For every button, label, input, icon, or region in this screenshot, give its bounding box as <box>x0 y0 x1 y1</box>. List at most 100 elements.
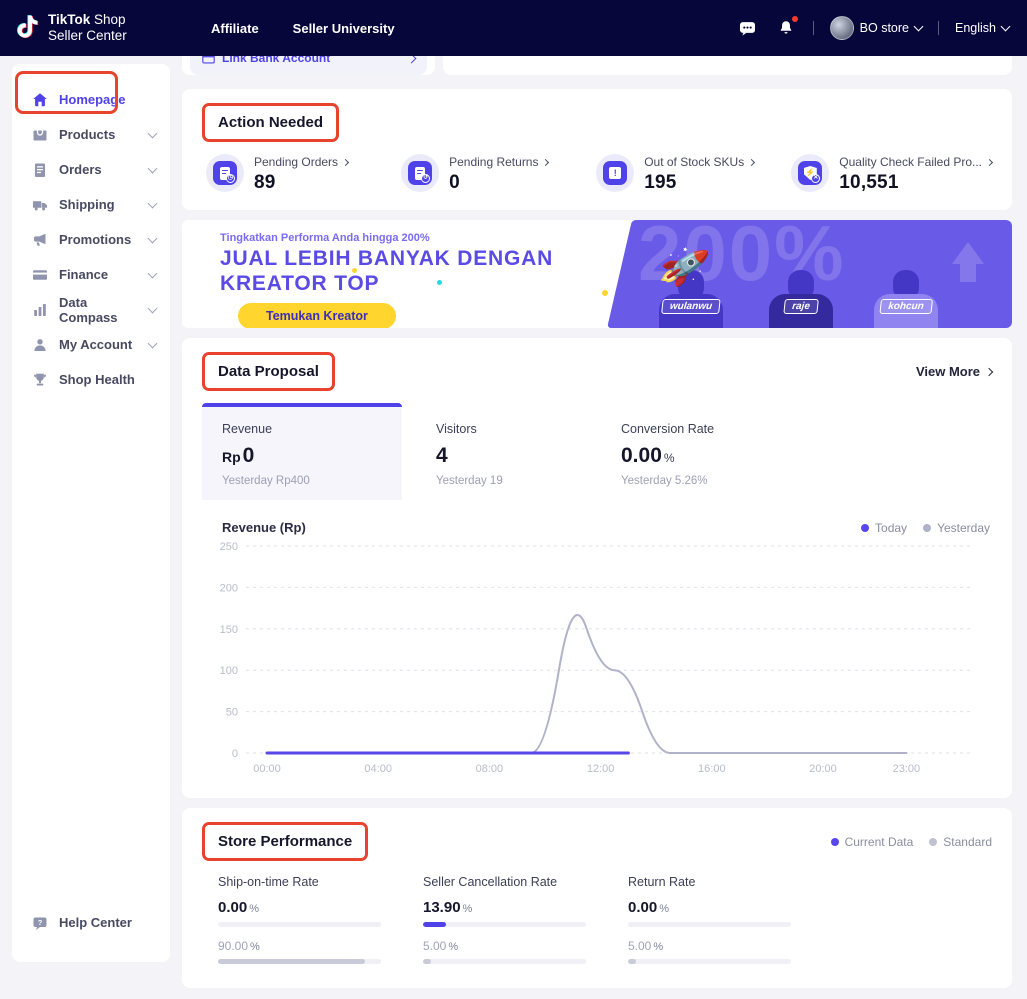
clipped-top-cards: Link Bank Account <box>182 56 1012 75</box>
store-avatar <box>829 16 854 40</box>
home-icon <box>32 92 48 108</box>
sidebar-item-products[interactable]: Products <box>12 117 170 152</box>
creator-name-tag: raje <box>783 299 819 314</box>
sidebar-item-label: Shipping <box>59 197 115 212</box>
sidebar-item-shop-health[interactable]: Shop Health <box>12 362 170 397</box>
temukan-kreator-button[interactable]: Temukan Kreator <box>238 303 396 328</box>
current-bar <box>218 922 381 927</box>
sidebar-item-label: Promotions <box>59 232 132 247</box>
svg-text:0: 0 <box>232 748 238 760</box>
view-more-link[interactable]: View More <box>916 364 994 379</box>
notifications-bell-icon[interactable] <box>775 16 798 39</box>
chart-title: Revenue (Rp) <box>222 520 306 535</box>
stat-quality-check-failed[interactable]: ⚡ ✕ Quality Check Failed Pro... 10,551 <box>787 154 994 194</box>
orders-icon <box>32 162 48 178</box>
chevron-down-icon <box>147 338 158 348</box>
revenue-line-chart[interactable]: 250 200 150 100 50 0 00:00 04:00 08:00 12:00 16:00… <box>202 541 992 784</box>
stat-out-of-stock[interactable]: ! Out of Stock SKUs 195 <box>592 154 787 194</box>
divider <box>812 21 814 35</box>
perf-seller-cancellation: Seller Cancellation Rate 13.90% 5.00% <box>423 875 628 964</box>
sidebar-item-homepage[interactable]: Homepage <box>12 82 170 117</box>
svg-text:150: 150 <box>220 624 238 636</box>
action-needed-card: Action Needed ◷ Pending Orders 89 ↺ Pend… <box>182 89 1012 210</box>
svg-text:250: 250 <box>220 541 238 553</box>
store-performance-card: Store Performance Current Data Standard … <box>182 808 1012 988</box>
messages-icon[interactable] <box>737 17 759 39</box>
nav-link-affiliate[interactable]: Affiliate <box>211 20 259 36</box>
legend-yesterday: Yesterday <box>923 521 990 535</box>
quality-check-icon: ⚡ ✕ <box>791 154 830 192</box>
clipped-card: Link Bank Account <box>182 56 435 75</box>
bank-card-icon <box>202 56 215 64</box>
sidebar-item-shipping[interactable]: Shipping <box>12 187 170 222</box>
chevron-right-icon <box>406 56 417 63</box>
creator-kohcun: kohcun <box>867 270 945 328</box>
notification-badge <box>791 16 798 22</box>
svg-text:12:00: 12:00 <box>587 763 615 775</box>
standard-bar <box>423 959 586 964</box>
chevron-down-icon <box>147 303 158 313</box>
sidebar-item-label: Help Center <box>59 915 132 930</box>
legend-standard: Standard <box>929 835 992 849</box>
bar-chart-icon <box>32 302 48 318</box>
svg-text:23:00: 23:00 <box>893 763 921 775</box>
sidebar-item-data-compass[interactable]: Data Compass <box>12 292 170 327</box>
chevron-down-icon <box>147 198 158 208</box>
nav-link-seller-university[interactable]: Seller University <box>292 20 395 36</box>
decor-dot <box>437 280 442 285</box>
sidebar-item-promotions[interactable]: Promotions <box>12 222 170 257</box>
standard-bar <box>628 959 791 964</box>
sidebar-item-my-account[interactable]: My Account <box>12 327 170 362</box>
chevron-right-icon <box>985 158 994 166</box>
sidebar-item-orders[interactable]: Orders <box>12 152 170 187</box>
link-bank-label: Link Bank Account <box>222 56 331 65</box>
perf-return-rate: Return Rate 0.00% 5.00% <box>628 875 833 964</box>
clipped-card <box>443 56 1012 75</box>
language-selector[interactable]: English <box>955 21 1011 35</box>
chevron-down-icon <box>147 128 158 138</box>
current-bar <box>423 922 586 927</box>
sidebar-item-label: Shop Health <box>59 372 135 387</box>
sidebar-item-label: Products <box>59 127 116 142</box>
chevron-down-icon <box>1000 21 1011 32</box>
chevron-down-icon <box>147 268 158 278</box>
svg-text:16:00: 16:00 <box>698 763 726 775</box>
section-title-store-performance: Store Performance <box>202 822 369 861</box>
sidebar-item-finance[interactable]: Finance <box>12 257 170 292</box>
section-title-action-needed: Action Needed <box>202 103 340 142</box>
svg-text:200: 200 <box>220 582 238 594</box>
sidebar-item-label: My Account <box>59 337 133 352</box>
help-icon: ? <box>32 915 48 931</box>
creator-raje: raje <box>762 270 840 328</box>
logo-text: TikTok Shop Seller Center <box>48 12 127 43</box>
banner-eyebrow: Tingkatkan Performa Anda hingga 200% <box>220 232 430 244</box>
decor-dot <box>602 290 608 296</box>
out-of-stock-icon: ! <box>596 154 635 192</box>
link-bank-account-button[interactable]: Link Bank Account <box>190 56 427 75</box>
chevron-right-icon <box>748 158 756 166</box>
metric-tab-revenue[interactable]: Revenue Rp0 Yesterday Rp400 <box>202 403 402 500</box>
sidebar-item-help-center[interactable]: ? Help Center <box>12 905 170 940</box>
sidebar: Homepage Products Orders Shipping Promot… <box>12 64 170 962</box>
top-navbar: TikTok Shop Seller Center Affiliate Sell… <box>0 0 1027 56</box>
creator-wulanwu: wulanwu <box>652 270 730 328</box>
metric-tab-visitors[interactable]: Visitors 4 Yesterday 19 <box>436 422 503 487</box>
up-arrow-graphic <box>952 242 984 282</box>
legend-dot-yesterday <box>923 523 932 532</box>
metric-tab-conversion-rate[interactable]: Conversion Rate 0.00% Yesterday 5.26% <box>621 422 715 487</box>
credit-card-icon <box>32 267 48 283</box>
legend-current-data: Current Data <box>830 835 913 849</box>
stat-pending-orders[interactable]: ◷ Pending Orders 89 <box>202 154 397 194</box>
divider <box>938 21 939 35</box>
tiktok-shop-logo[interactable]: TikTok Shop Seller Center <box>14 12 189 43</box>
stat-pending-returns[interactable]: ↺ Pending Returns 0 <box>397 154 592 194</box>
svg-text:20:00: 20:00 <box>809 763 837 775</box>
rocket-illustration: 🚀 <box>656 242 712 294</box>
standard-bar <box>218 959 381 964</box>
decor-dot <box>352 268 357 273</box>
section-title-data-proposal: Data Proposal <box>202 352 335 391</box>
sidebar-item-label: Orders <box>59 162 102 177</box>
performance-legend: Current Data Standard <box>830 835 992 849</box>
promo-banner[interactable]: 200% wulanwu raje kohcun 🚀 Tingkatkan Pe… <box>182 220 1012 328</box>
store-switcher[interactable]: BO store <box>829 16 924 40</box>
